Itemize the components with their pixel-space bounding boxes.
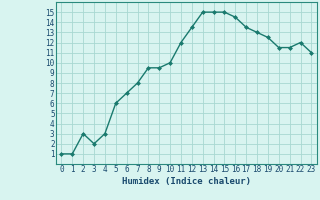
X-axis label: Humidex (Indice chaleur): Humidex (Indice chaleur) (122, 177, 251, 186)
